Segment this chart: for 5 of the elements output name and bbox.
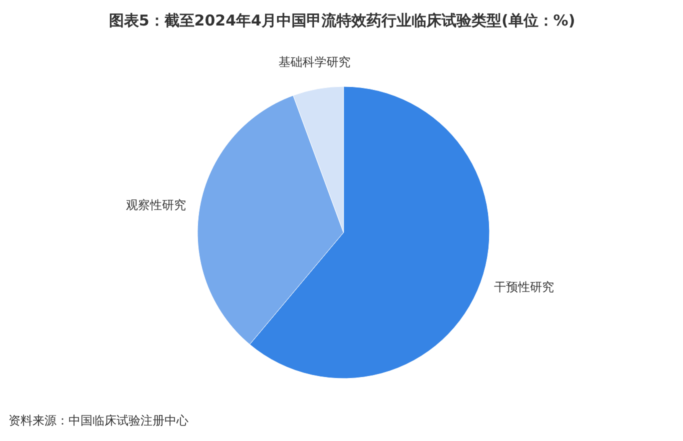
slice-label: 干预性研究 — [494, 280, 554, 294]
slice-label: 基础科学研究 — [278, 55, 350, 70]
slice-label: 观察性研究 — [126, 198, 186, 212]
text: 资料来源：中国临床试验注册中心 — [8, 414, 188, 428]
chart-title: 图表5：截至2024年4月中国甲流特效药行业临床试验类型(单位：%) — [108, 12, 576, 30]
